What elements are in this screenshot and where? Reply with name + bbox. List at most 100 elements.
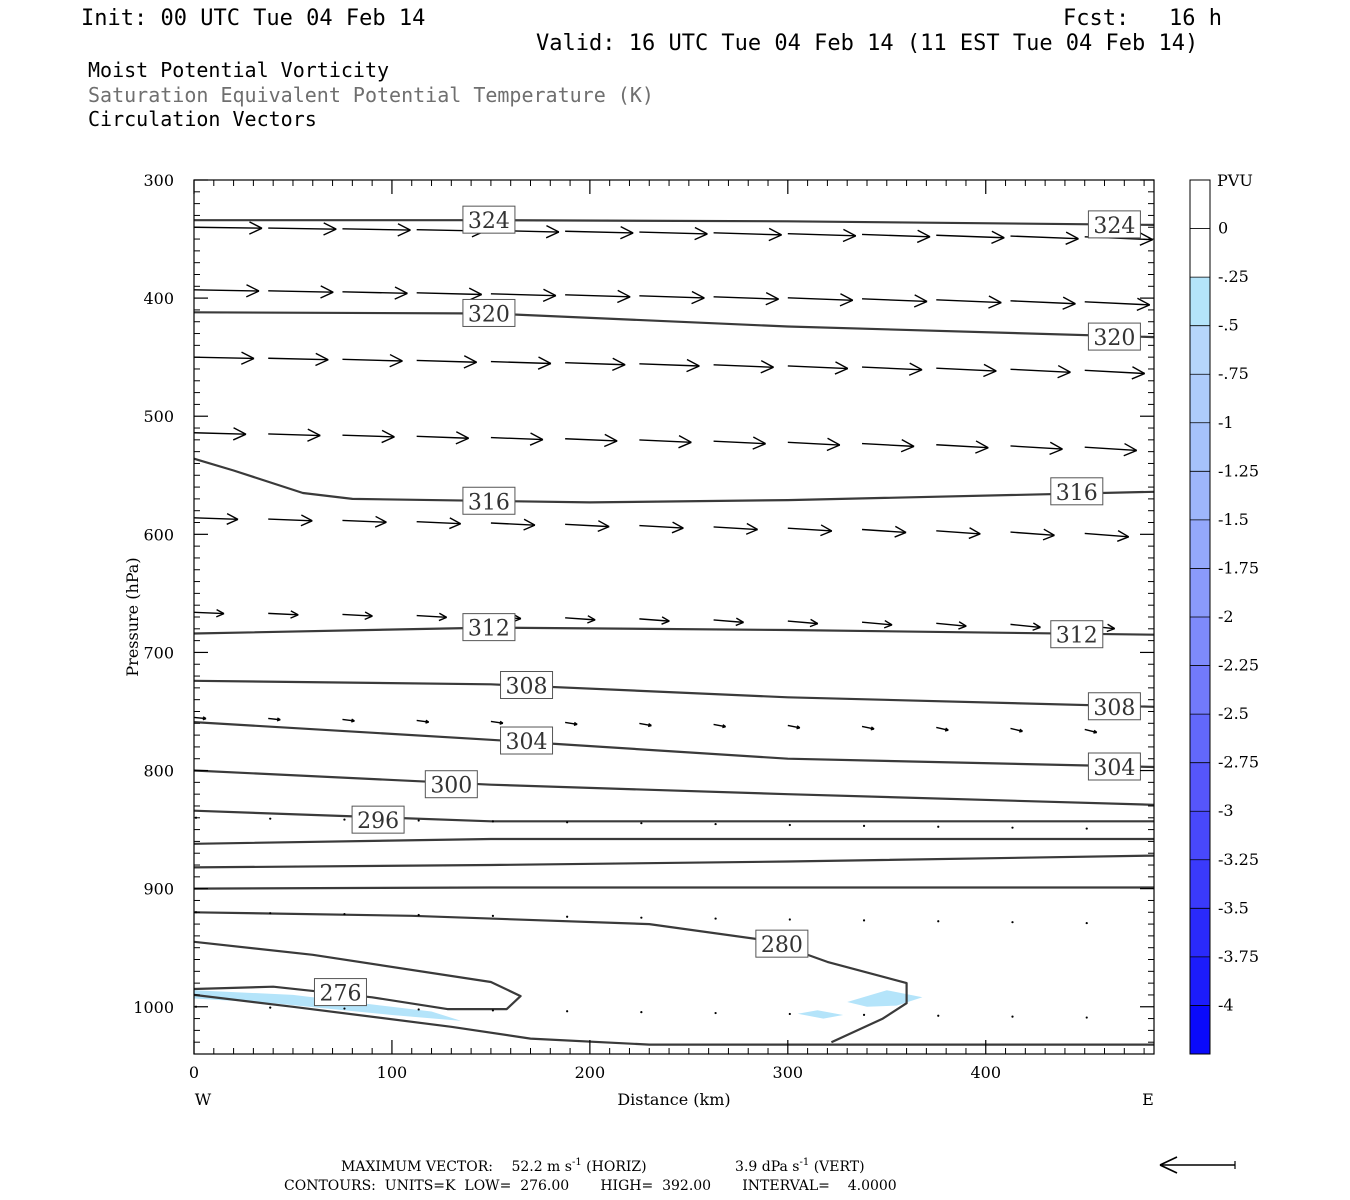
vector-arrow xyxy=(268,222,337,236)
pv-shade-region xyxy=(797,1010,844,1019)
colorbar-swatch xyxy=(1190,422,1210,472)
vector-arrow xyxy=(342,718,355,723)
vector-arrow xyxy=(713,291,779,306)
theta-contour-312 xyxy=(194,626,1154,636)
vector-arrow xyxy=(268,514,313,527)
vector-arrow xyxy=(268,428,321,442)
vector-dot xyxy=(788,918,791,921)
footer: MAXIMUM VECTOR: 52.2 m s-1 (HORIZ) 3.9 d… xyxy=(284,1156,1236,1194)
svg-text:316: 316 xyxy=(1056,481,1098,506)
x-axis-label: Distance (km) xyxy=(617,1090,730,1109)
svg-text:296: 296 xyxy=(357,809,399,834)
vector-dot xyxy=(491,914,495,917)
contour-info: CONTOURS: UNITS=K LOW= 276.00 HIGH= 392.… xyxy=(284,1178,897,1194)
vector-dot xyxy=(1011,921,1014,924)
colorbar-swatch xyxy=(1190,277,1210,326)
svg-text:304: 304 xyxy=(506,730,548,755)
vector-arrow xyxy=(490,288,557,303)
vector-arrow xyxy=(1084,442,1138,457)
vector-dot xyxy=(714,1011,717,1015)
vector-arrow xyxy=(416,719,430,724)
init-time: Init: 00 UTC Tue 04 Feb 14 xyxy=(81,6,426,31)
contour-label-276: 276 xyxy=(313,978,367,1007)
vector-arrow xyxy=(787,437,841,452)
vector-arrow xyxy=(490,518,536,531)
colorbar-swatch xyxy=(1190,617,1210,666)
vector-dot xyxy=(1085,921,1088,925)
svg-text:320: 320 xyxy=(1093,326,1135,351)
vector-arrow xyxy=(639,722,652,728)
vector-arrow xyxy=(194,221,263,235)
vector-arrow xyxy=(342,611,373,620)
vector-dot xyxy=(788,823,791,827)
vector-arrow xyxy=(268,285,334,299)
vector-arrow xyxy=(787,524,833,537)
colorbar-swatch xyxy=(1190,325,1210,375)
vector-arrow xyxy=(936,440,989,454)
colorbar-swatch xyxy=(1190,908,1210,958)
contour-label-300: 300 xyxy=(424,770,478,799)
colorbar-label: -1.75 xyxy=(1218,558,1259,577)
vector-dot xyxy=(1085,827,1088,830)
vector-arrow xyxy=(565,721,578,726)
vector-dot xyxy=(1011,1015,1014,1018)
vector-dot xyxy=(343,1007,346,1010)
colorbar-label: -3.75 xyxy=(1218,947,1259,966)
contour-label-280: 280 xyxy=(755,929,809,958)
vector-dot xyxy=(417,1008,420,1011)
svg-text:308: 308 xyxy=(1093,696,1135,721)
vector-arrow xyxy=(268,352,329,367)
vector-arrow xyxy=(1010,441,1063,456)
vector-arrow xyxy=(565,225,634,240)
minor-ticks xyxy=(194,180,1154,1054)
svg-text:280: 280 xyxy=(761,933,803,958)
colorbar-label: -2.75 xyxy=(1218,753,1259,772)
vector-arrow xyxy=(342,429,395,444)
theta-contour-300 xyxy=(194,769,1154,806)
colorbar-label: -3 xyxy=(1218,801,1234,820)
field-title-mpv: Moist Potential Vorticity xyxy=(88,58,390,82)
vector-arrow xyxy=(194,716,207,721)
theta-contour-316 xyxy=(194,457,1154,504)
colorbar-swatch xyxy=(1190,956,1210,1006)
svg-text:312: 312 xyxy=(1056,624,1098,649)
vector-dot xyxy=(491,820,495,823)
vector-dot xyxy=(640,822,643,825)
colorbar-label: -2 xyxy=(1218,607,1234,626)
vector-arrow xyxy=(787,361,849,375)
vector-arrow xyxy=(268,717,281,722)
circulation-vectors xyxy=(194,221,1154,1019)
y-tick-label: 1000 xyxy=(133,998,174,1017)
svg-text:320: 320 xyxy=(468,302,510,327)
colorbar-label: -1 xyxy=(1218,413,1234,432)
svg-text:312: 312 xyxy=(468,617,510,642)
vector-arrow xyxy=(1010,528,1055,541)
vector-dot xyxy=(1085,1016,1088,1019)
vector-arrow xyxy=(936,726,949,732)
vector-arrow xyxy=(342,286,408,300)
vector-dot xyxy=(937,1014,940,1017)
colorbar-label: -1.25 xyxy=(1218,461,1259,480)
theta-contour-276 xyxy=(194,940,522,1011)
vector-arrow xyxy=(490,432,544,446)
vector-dot xyxy=(937,825,940,828)
vector-arrow xyxy=(416,612,448,622)
vector-arrow xyxy=(194,284,260,298)
vector-arrow xyxy=(342,223,411,237)
vector-arrow xyxy=(1084,366,1146,380)
svg-text:324: 324 xyxy=(1093,214,1135,239)
contour-label-304: 304 xyxy=(1087,752,1141,781)
vector-arrow xyxy=(268,610,299,619)
vector-dot xyxy=(862,824,866,827)
vector-arrow xyxy=(1010,296,1076,310)
vector-arrow xyxy=(1084,297,1151,312)
vector-dot xyxy=(417,819,420,822)
vector-arrow xyxy=(936,621,967,630)
vector-arrow xyxy=(194,351,255,365)
contour-label-324: 324 xyxy=(462,205,516,234)
vector-arrow xyxy=(862,439,915,453)
vector-dot xyxy=(343,818,346,821)
x-tick-label: 0 xyxy=(189,1063,199,1082)
colorbar-label: -.5 xyxy=(1218,316,1239,335)
contour-label-312: 312 xyxy=(462,613,516,642)
